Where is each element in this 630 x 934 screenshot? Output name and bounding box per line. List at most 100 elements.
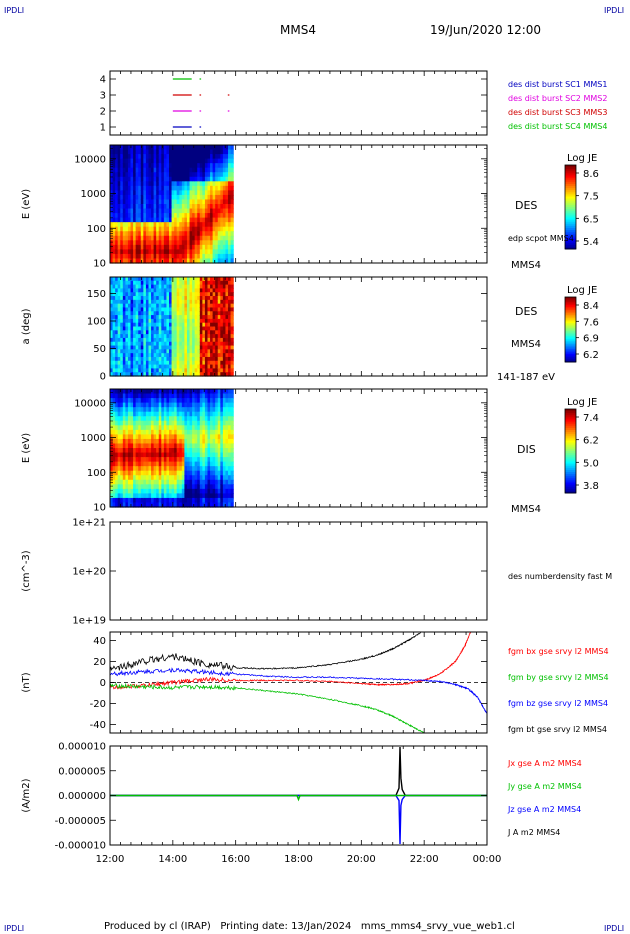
spectrogram-cell [225,249,229,255]
spectrogram-cell [148,181,152,187]
spectrogram-cell [174,145,178,151]
spectrogram-cell [140,402,144,408]
series-line [110,794,487,845]
spectrogram-cell [166,217,170,223]
spectrogram-cell [153,154,157,160]
spectrogram-cell [210,334,214,339]
spectrogram-cell [135,185,139,191]
spectrogram-cell [171,181,175,187]
spectrogram-cell [225,253,229,260]
spectrogram-cell [143,235,147,241]
spectrogram-cell [161,253,165,260]
spectrogram-cell [225,484,229,490]
spectrogram-cell [210,167,214,173]
spectrogram-cell [143,345,147,350]
spectrogram-cell [120,493,124,499]
spectrogram-cell [148,402,152,408]
spectrogram-cell [158,277,162,282]
spectrogram-cell [115,349,119,354]
spectrogram-cell [130,466,134,472]
spectrogram-cell [181,149,186,155]
spectrogram-cell [202,341,206,347]
spectrogram-cell [230,190,234,196]
spectrogram-cell [176,497,180,504]
spectrogram-cell [192,318,196,324]
spectrogram-cell [222,497,227,504]
spectrogram-cell [161,213,165,219]
spectrogram-cell [220,461,224,467]
spectrogram-cell [186,235,191,241]
spectrogram-cell [207,158,211,164]
spectrogram-cell [222,322,227,328]
spectrogram-cell [117,217,121,223]
spectrogram-cell [207,402,211,408]
spectrogram-cell [163,213,168,219]
spectrogram-cell [228,222,232,228]
spectrogram-cell [122,277,126,282]
spectrogram-cell [222,149,227,155]
spectrogram-cell [145,163,150,169]
spectrogram-cell [161,145,165,151]
spectrogram-cell [184,213,188,219]
spectrogram-cell [189,190,193,196]
spectrogram-cell [140,318,144,324]
spectrogram-cell [143,470,147,476]
spectrogram-cell [163,434,168,440]
spectrogram-cell [120,457,124,463]
spectrogram-cell [122,416,126,422]
spectrogram-cell [194,372,198,377]
spectrogram-cell [120,296,124,301]
spectrogram-cell [176,244,180,250]
colorbar-band [565,316,576,319]
spectrogram-cell [199,288,203,293]
spectrogram-cell [230,307,234,312]
spectrogram-cell [130,368,134,373]
spectrogram-cell [202,345,206,350]
spectrogram-cell [179,145,183,151]
spectrogram-cell [230,330,234,335]
spectrogram-cell [184,353,188,358]
spectrogram-cell [181,222,186,228]
spectrogram-cell [207,284,211,290]
spectrogram-cell [120,353,124,358]
spectrogram-cell [220,258,224,264]
spectrogram-cell [115,181,119,187]
spectrogram-cell [120,364,124,369]
spectrogram-cell [225,167,229,173]
spectrogram-cell [171,420,175,426]
spectrogram-cell [181,341,186,347]
spectrogram-cell [156,277,160,282]
spectrogram-cell [197,181,201,187]
spectrogram-cell [140,353,144,358]
spectrogram-cell [133,360,137,366]
spectrogram-cell [125,167,129,173]
spectrogram-cell [115,194,119,201]
spectrogram-cell [153,337,157,343]
spectrogram-cell [174,296,178,301]
spectrogram-cell [181,457,186,463]
spectrogram-cell [148,258,152,264]
spectrogram-cell [112,502,116,508]
spectrogram-cell [120,149,124,155]
spectrogram-cell [125,337,129,343]
spectrogram-cell [151,372,155,377]
spectrogram-cell [110,429,114,435]
spectrogram-cell [184,356,188,362]
spectrogram-cell [176,429,180,435]
spectrogram-cell [127,434,132,440]
spectrogram-cell [112,368,116,373]
spectrogram-cell [192,172,196,178]
spectrogram-cell [140,172,144,178]
spectrogram-cell [163,277,168,282]
spectrogram-cell [166,488,170,494]
spectrogram-cell [138,341,142,347]
spectrogram-cell [166,345,170,350]
spectrogram-cell [145,429,150,435]
spectrogram-cell [151,288,155,293]
spectrogram-cell [207,461,211,467]
spectrogram-cell [181,185,186,191]
spectrogram-cell [151,213,155,219]
spectrogram-cell [125,429,129,435]
spectrogram-cell [145,337,150,343]
spectrogram-cell [225,326,229,331]
